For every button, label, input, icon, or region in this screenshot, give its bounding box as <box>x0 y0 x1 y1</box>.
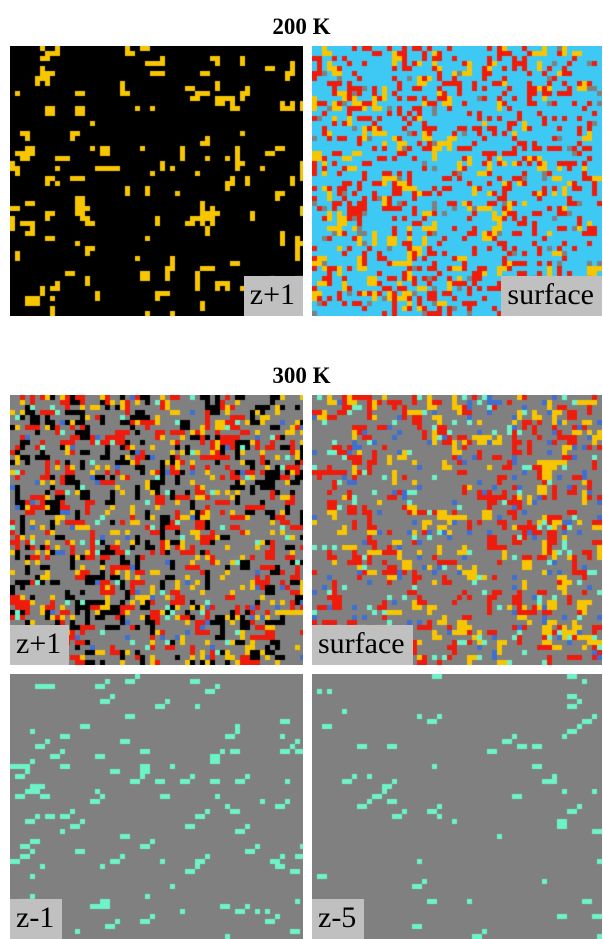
panel-300k-surface: surface <box>312 395 602 665</box>
panel-label: surface <box>501 276 602 316</box>
panel-300k-z-plus-1: z+1 <box>10 395 303 665</box>
panel-label: z-1 <box>10 899 63 939</box>
panel-300k-z-minus-5: z-5 <box>312 674 602 939</box>
panel-label: z-5 <box>312 899 365 939</box>
lattice-map <box>312 395 602 665</box>
lattice-map <box>10 395 303 665</box>
title-300k: 300 K <box>272 363 331 388</box>
panel-label: z+1 <box>243 276 303 316</box>
lattice-map <box>312 46 602 316</box>
panel-200k-z-plus-1: z+1 <box>10 46 303 316</box>
panel-300k-z-minus-1: z-1 <box>10 674 303 939</box>
panel-label: surface <box>312 625 413 665</box>
title-200k: 200 K <box>272 14 331 39</box>
panel-label: z+1 <box>10 625 70 665</box>
panel-200k-surface: surface <box>312 46 602 316</box>
lattice-map <box>312 674 602 939</box>
lattice-map <box>10 46 303 316</box>
lattice-map <box>10 674 303 939</box>
